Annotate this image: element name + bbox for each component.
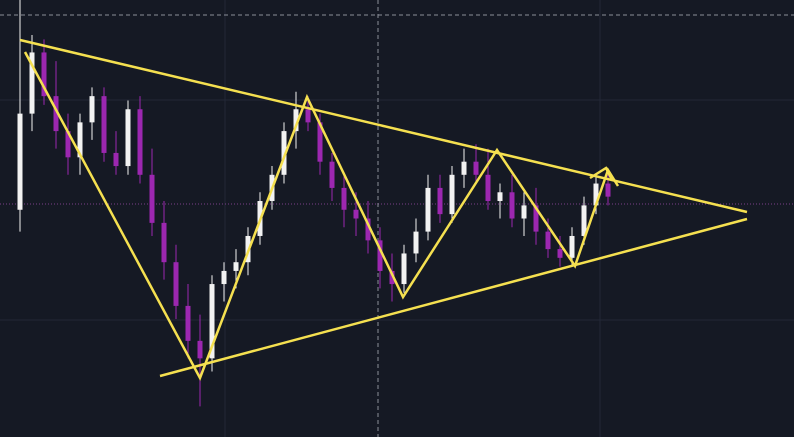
candle-body (101, 96, 107, 153)
candle-body (341, 187, 347, 210)
candle-body (365, 218, 371, 241)
lower-trendline (159, 217, 748, 378)
candle-body (149, 174, 155, 223)
candle-body (221, 270, 227, 285)
candle-body (197, 340, 203, 359)
drawings (19, 38, 748, 382)
candle-body (329, 161, 335, 188)
candle-body (209, 284, 215, 359)
candle-body (581, 205, 587, 236)
candle-body (305, 109, 311, 123)
candle-body (593, 183, 599, 206)
candles (17, 0, 611, 407)
candle-body (413, 231, 419, 254)
marker (589, 166, 614, 181)
candle-body (65, 131, 71, 158)
candle-body (437, 187, 443, 215)
candle-body (29, 52, 35, 114)
candle-body (533, 205, 539, 232)
candle-body (41, 52, 47, 97)
candle-body (125, 109, 131, 167)
candle-body (485, 174, 491, 202)
candle-body (17, 113, 23, 210)
zigzag (23, 51, 620, 382)
candle-body (389, 270, 395, 285)
candle-body (509, 192, 515, 219)
candle-body (605, 183, 611, 197)
candle-body (473, 161, 479, 175)
candle-body (425, 187, 431, 232)
candle-body (569, 235, 575, 258)
candle-body (173, 262, 179, 306)
candle-body (461, 161, 467, 175)
candle-body (497, 192, 503, 202)
candle-body (281, 131, 287, 175)
candle-body (557, 249, 563, 258)
candle-body (353, 209, 359, 219)
candle-body (185, 305, 191, 341)
candle-body (401, 253, 407, 285)
candle-body (293, 109, 299, 132)
candle-body (113, 152, 119, 167)
candle-body (53, 96, 59, 132)
upper-trendline (19, 38, 748, 214)
candle-body (449, 174, 455, 215)
candle-body (77, 122, 83, 158)
candle-body (161, 222, 167, 263)
candle-body (233, 262, 239, 271)
candle-body (521, 205, 527, 219)
candle-body (317, 122, 323, 162)
candle-body (545, 231, 551, 250)
candle-body (137, 109, 143, 175)
candle-body (89, 96, 95, 123)
candle-body (377, 240, 383, 271)
